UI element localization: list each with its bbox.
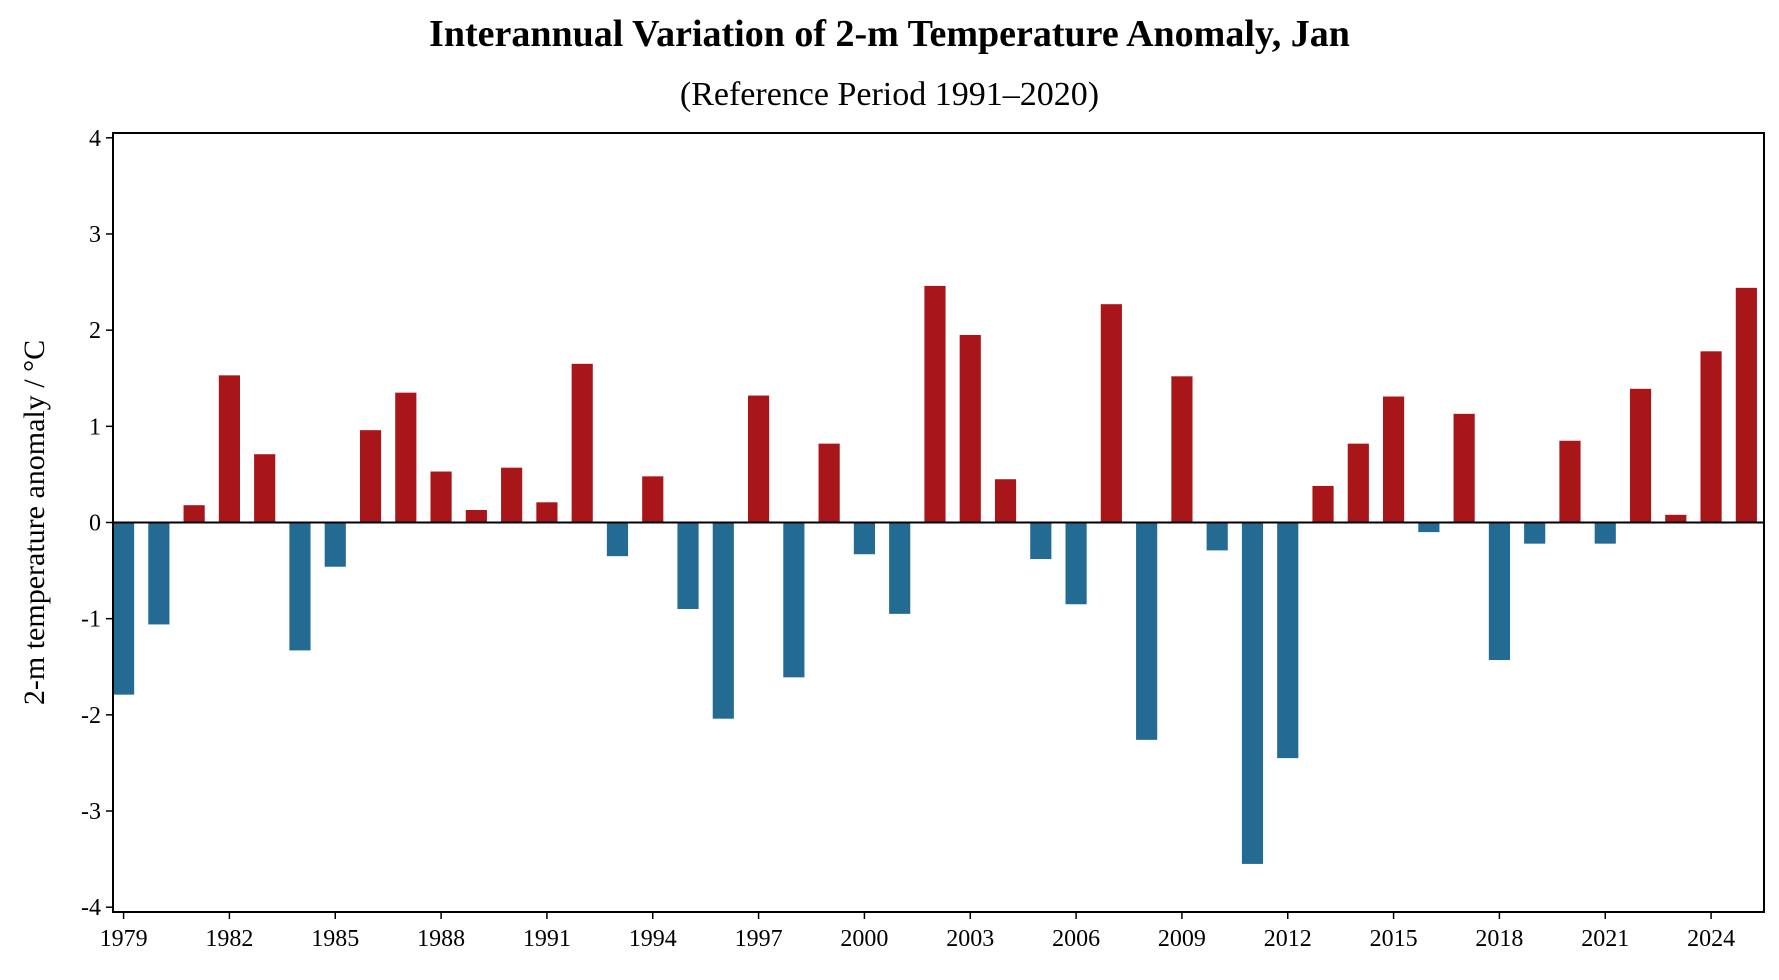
bar-2004 <box>994 479 1017 523</box>
y-tick-label: -3 <box>81 799 101 825</box>
y-axis-label: 2-m temperature anomaly / °C <box>18 340 51 705</box>
bar-1990 <box>501 467 523 523</box>
x-tick-label: 1991 <box>523 926 571 952</box>
x-tick-label: 1982 <box>205 926 253 952</box>
bar-2008 <box>1136 522 1158 740</box>
y-tick-label: -4 <box>81 895 101 921</box>
bar-1995 <box>677 522 699 610</box>
y-tick-label: 4 <box>89 126 101 152</box>
bar-2006 <box>1065 522 1087 605</box>
bar-2018 <box>1488 522 1510 661</box>
y-tick-label: 2 <box>89 318 101 344</box>
bar-1994 <box>642 476 664 523</box>
x-axis: 1979 1982 1985 1988 1991 1994 1997 2000 2003 2006… <box>100 912 1735 952</box>
bar-1982 <box>218 375 240 523</box>
x-tick-label: 2006 <box>1052 926 1100 952</box>
bar-1991 <box>536 502 558 523</box>
bar-2012 <box>1277 522 1299 759</box>
chart-title: Interannual Variation of 2-m Temperature… <box>429 13 1350 55</box>
x-tick-label: 1988 <box>417 926 465 952</box>
bar-2014 <box>1347 443 1369 523</box>
x-tick-label: 1994 <box>629 926 677 952</box>
bar-1988 <box>430 471 452 523</box>
y-tick-label: 0 <box>89 511 101 537</box>
bar-2001 <box>889 522 911 614</box>
bar-2025 <box>1735 287 1757 523</box>
bar-2010 <box>1206 522 1228 551</box>
bar-1987 <box>395 392 417 523</box>
bar-2017 <box>1453 413 1475 523</box>
bar-1997 <box>748 395 770 523</box>
bar-2000 <box>853 522 875 555</box>
x-tick-label: 1979 <box>100 926 148 952</box>
bar-1993 <box>606 522 629 557</box>
bar-1996 <box>712 522 734 719</box>
bar-1984 <box>289 522 311 651</box>
bar-1998 <box>783 522 805 678</box>
bar-2021 <box>1594 522 1616 544</box>
x-tick-label: 2000 <box>840 926 888 952</box>
bar-2007 <box>1100 304 1122 523</box>
x-tick-label: 1997 <box>735 926 783 952</box>
x-tick-label: 2024 <box>1687 926 1735 952</box>
x-tick-label: 2012 <box>1264 926 1312 952</box>
bar-2019 <box>1524 522 1546 544</box>
bar-2003 <box>959 334 981 523</box>
bar-1980 <box>148 522 170 625</box>
x-tick-label: 2015 <box>1370 926 1418 952</box>
bar-2005 <box>1030 522 1052 560</box>
bar-1981 <box>183 505 205 523</box>
bar-2020 <box>1559 440 1581 523</box>
bar-2013 <box>1312 485 1334 523</box>
bar-2002 <box>924 285 946 523</box>
bar-2023 <box>1665 514 1687 523</box>
bar-1985 <box>324 522 346 567</box>
bar-1999 <box>818 443 840 523</box>
y-tick-label: -1 <box>81 607 101 633</box>
bar-1992 <box>571 363 593 523</box>
y-tick-label: 3 <box>89 222 101 248</box>
bar-2022 <box>1629 388 1652 523</box>
x-tick-label: 2018 <box>1475 926 1523 952</box>
bar-2024 <box>1700 351 1722 523</box>
chart-subtitle: (Reference Period 1991–2020) <box>679 76 1100 113</box>
x-tick-label: 1985 <box>311 926 359 952</box>
bar-2016 <box>1418 522 1440 533</box>
bar-1989 <box>465 509 487 523</box>
bar-1979 <box>113 522 135 695</box>
bar-1986 <box>359 430 382 523</box>
x-tick-label: 2003 <box>946 926 994 952</box>
y-tick-label: 1 <box>89 414 101 440</box>
bar-2009 <box>1171 376 1193 523</box>
bar-2011 <box>1241 522 1264 864</box>
x-tick-label: 2009 <box>1158 926 1206 952</box>
bar-2015 <box>1383 396 1405 523</box>
x-tick-label: 2021 <box>1581 926 1629 952</box>
y-tick-label: -2 <box>81 703 101 729</box>
y-axis: -4 -3 -2 -1 0 1 2 3 4 <box>81 126 113 921</box>
bars-layer <box>113 285 1757 864</box>
bar-1983 <box>254 454 276 523</box>
